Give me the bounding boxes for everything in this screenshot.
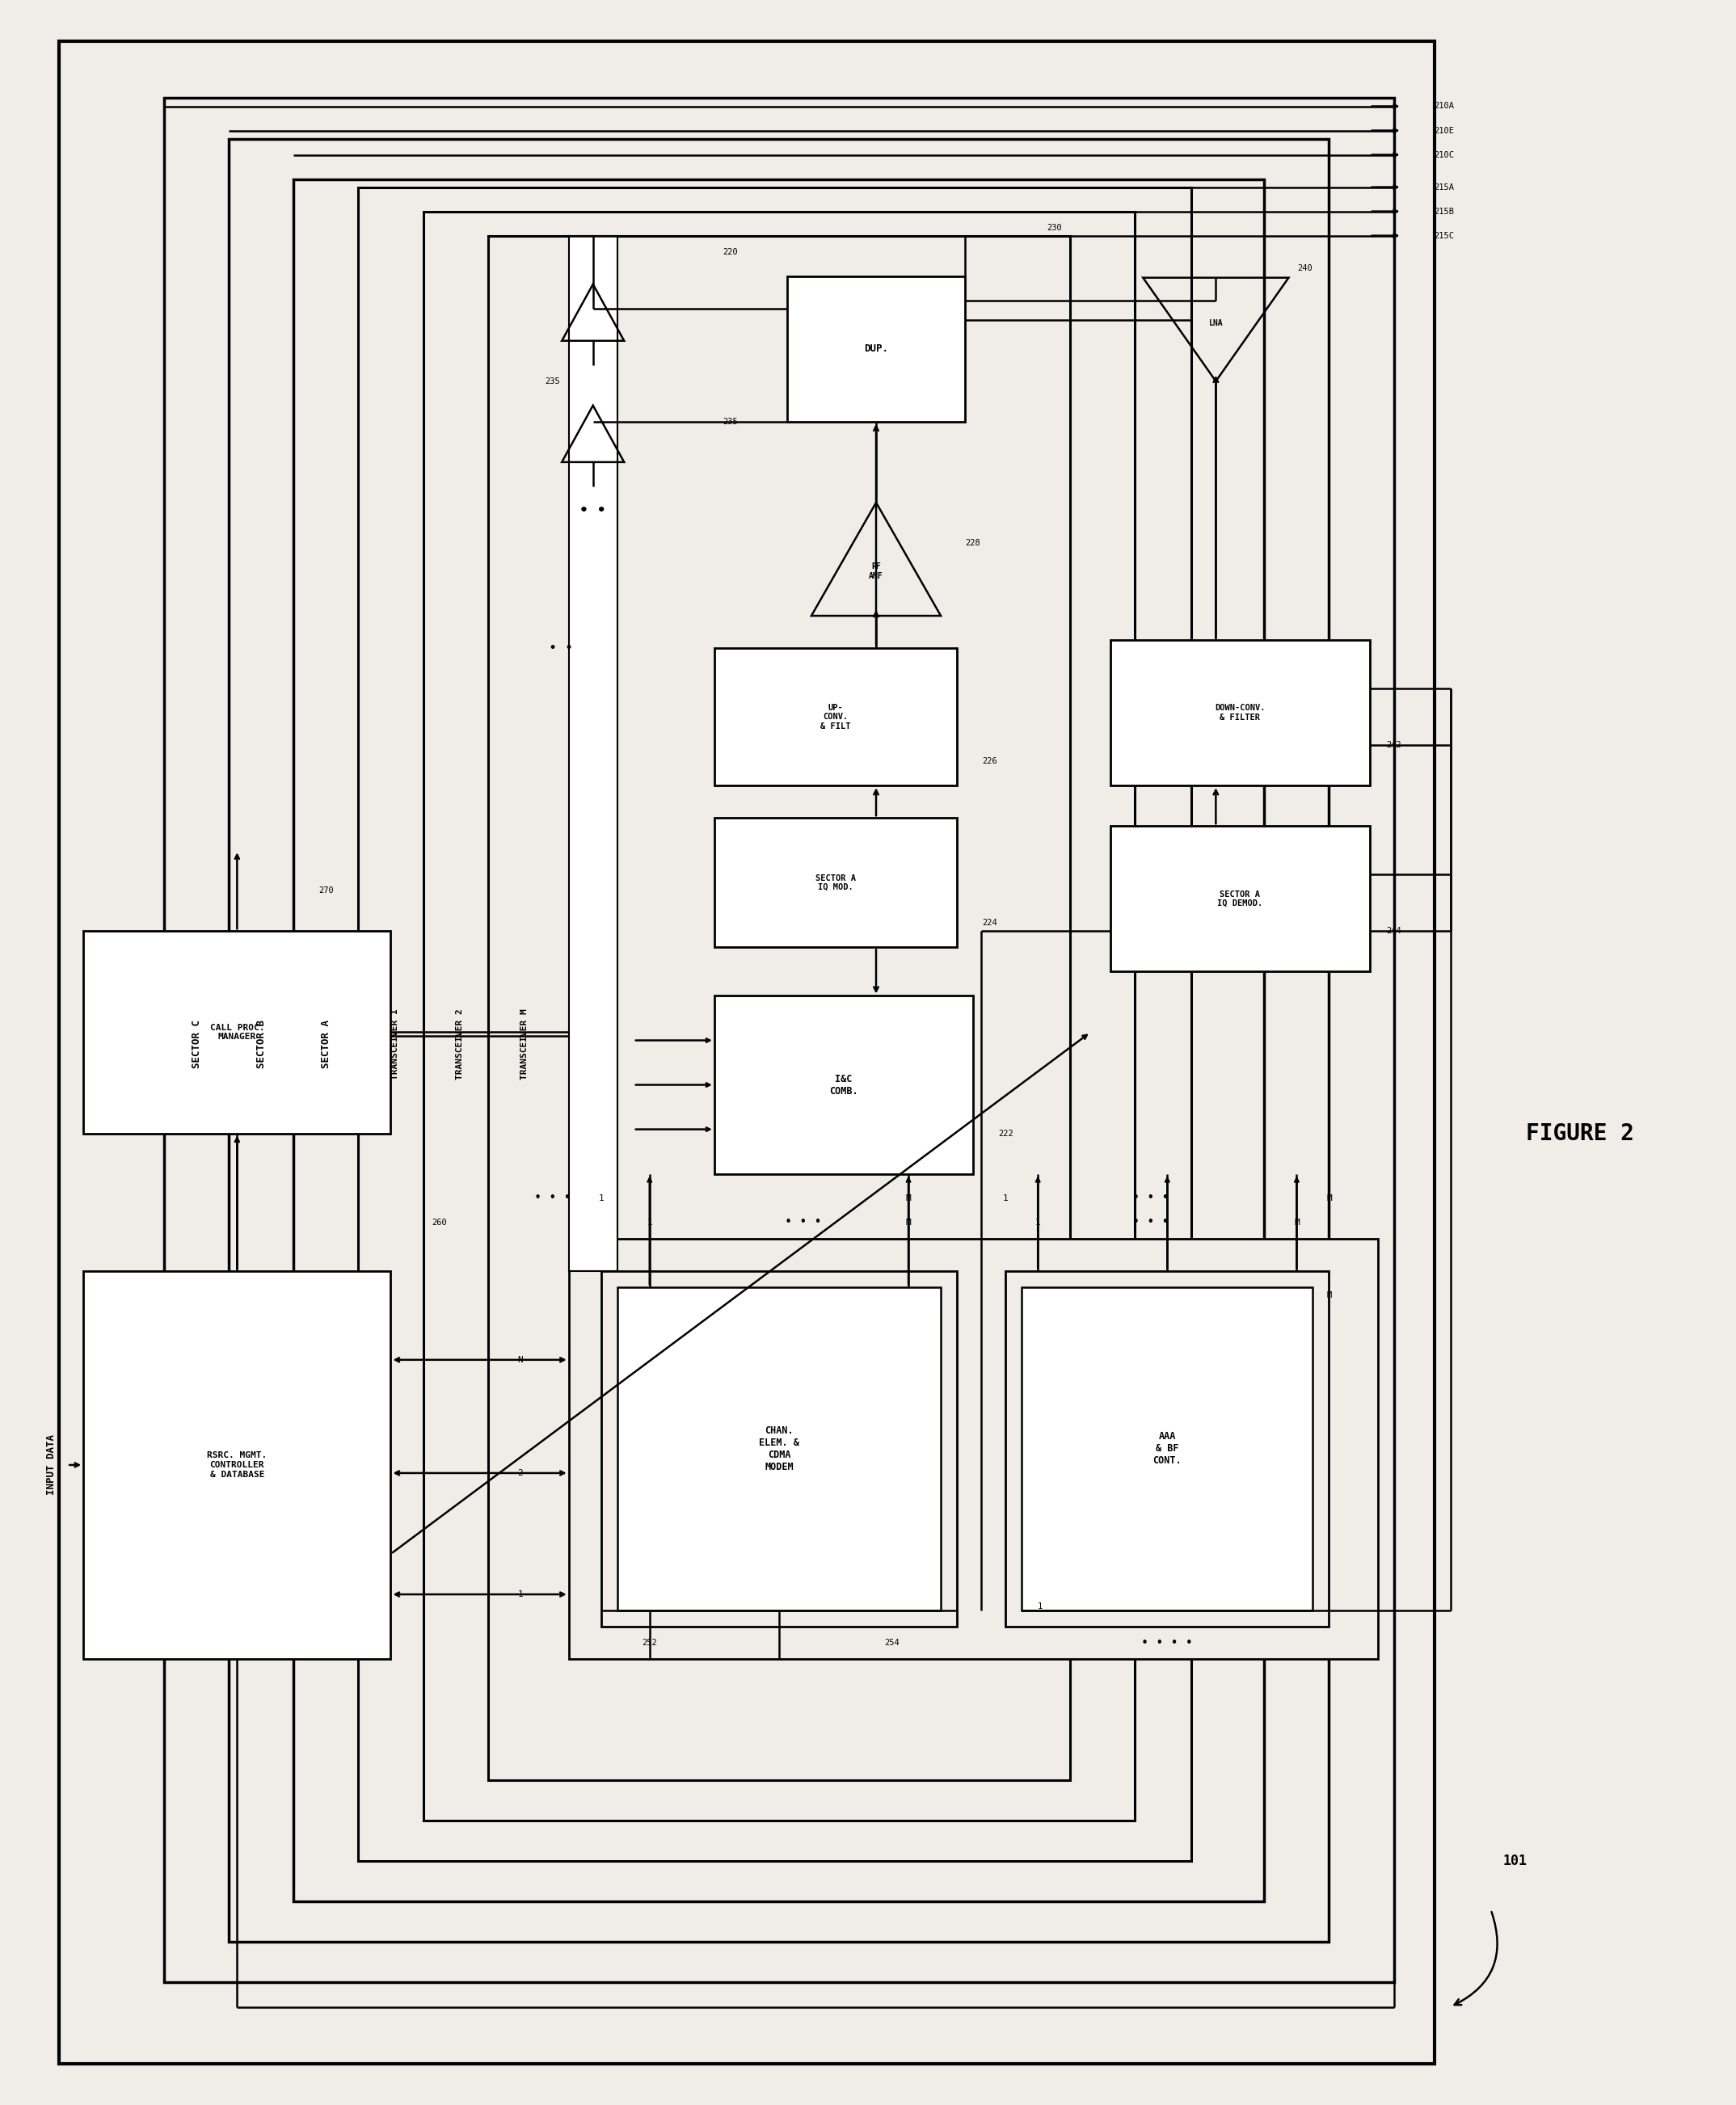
Bar bbox=[424, 210, 1135, 1821]
Bar bbox=[165, 99, 1394, 1983]
Text: 1: 1 bbox=[1038, 1602, 1043, 1610]
Text: RF
AMF: RF AMF bbox=[870, 562, 884, 581]
Text: 244: 244 bbox=[1387, 926, 1401, 935]
Text: 215A: 215A bbox=[1434, 183, 1455, 192]
Bar bbox=[569, 1238, 1378, 1659]
Text: M: M bbox=[1326, 1290, 1332, 1299]
Text: TRANSCEIVER 2: TRANSCEIVER 2 bbox=[455, 1008, 464, 1080]
Text: 228: 228 bbox=[965, 539, 981, 547]
Bar bbox=[569, 236, 618, 1271]
Bar bbox=[1111, 640, 1370, 785]
Text: 210A: 210A bbox=[1434, 103, 1455, 109]
Text: SECTOR A
IQ MOD.: SECTOR A IQ MOD. bbox=[816, 874, 856, 890]
Text: 230: 230 bbox=[1047, 223, 1062, 232]
Bar bbox=[713, 996, 974, 1175]
Text: RSRC. MGMT.
CONTROLLER
& DATABASE: RSRC. MGMT. CONTROLLER & DATABASE bbox=[207, 1452, 267, 1478]
Text: 210E: 210E bbox=[1434, 126, 1455, 135]
Text: TRANSCEIVER M: TRANSCEIVER M bbox=[521, 1008, 528, 1080]
Text: DOWN-CONV.
& FILTER: DOWN-CONV. & FILTER bbox=[1215, 703, 1266, 722]
Bar bbox=[293, 179, 1264, 1901]
Text: 220: 220 bbox=[722, 248, 738, 257]
Bar bbox=[713, 819, 957, 947]
Text: • • •: • • • bbox=[1132, 1191, 1170, 1204]
Text: M: M bbox=[906, 1194, 911, 1202]
Text: UP-
CONV.
& FILT: UP- CONV. & FILT bbox=[821, 703, 851, 730]
Bar bbox=[1111, 825, 1370, 973]
Text: 215C: 215C bbox=[1434, 232, 1455, 240]
Text: 210C: 210C bbox=[1434, 152, 1455, 158]
Text: 1: 1 bbox=[517, 1589, 523, 1598]
Text: • •: • • bbox=[549, 640, 573, 655]
Bar bbox=[229, 139, 1330, 1943]
Text: INPUT DATA: INPUT DATA bbox=[45, 1436, 56, 1495]
Text: 224: 224 bbox=[983, 920, 996, 926]
Bar bbox=[1023, 1286, 1312, 1610]
Text: DUP.: DUP. bbox=[865, 343, 889, 354]
Text: SECTOR C: SECTOR C bbox=[191, 1021, 201, 1069]
Text: 222: 222 bbox=[998, 1130, 1014, 1137]
Bar bbox=[83, 930, 391, 1132]
Bar bbox=[601, 1271, 957, 1627]
Text: 242: 242 bbox=[1387, 741, 1401, 749]
Text: 1: 1 bbox=[648, 1219, 653, 1227]
Text: 235: 235 bbox=[545, 377, 561, 385]
Text: 254: 254 bbox=[885, 1640, 899, 1646]
Text: • • •: • • • bbox=[1132, 1217, 1170, 1229]
Bar bbox=[786, 276, 965, 421]
Text: M: M bbox=[1293, 1219, 1300, 1227]
Text: 215B: 215B bbox=[1434, 208, 1455, 215]
FancyArrowPatch shape bbox=[1455, 1911, 1496, 2004]
Text: FIGURE 2: FIGURE 2 bbox=[1526, 1122, 1634, 1145]
Text: 1: 1 bbox=[1003, 1194, 1009, 1202]
Bar bbox=[59, 42, 1434, 2063]
Text: I&C
COMB.: I&C COMB. bbox=[830, 1074, 858, 1097]
Text: 260: 260 bbox=[432, 1219, 446, 1227]
Text: 226: 226 bbox=[983, 758, 996, 766]
Text: • • • •: • • • • bbox=[1142, 1638, 1193, 1648]
Text: 235: 235 bbox=[722, 417, 738, 425]
Text: LNA: LNA bbox=[1208, 320, 1222, 326]
Text: SECTOR A
IQ DEMOD.: SECTOR A IQ DEMOD. bbox=[1217, 890, 1262, 907]
Text: AAA
& BF
CONT.: AAA & BF CONT. bbox=[1153, 1431, 1182, 1467]
Text: • • •: • • • bbox=[785, 1217, 821, 1229]
Text: 270: 270 bbox=[318, 886, 333, 895]
Text: • •: • • bbox=[580, 503, 606, 518]
Text: 252: 252 bbox=[642, 1640, 658, 1646]
Text: 240: 240 bbox=[1297, 263, 1312, 272]
Bar bbox=[1005, 1271, 1330, 1627]
Text: SECTOR A: SECTOR A bbox=[321, 1021, 332, 1069]
Text: 101: 101 bbox=[1503, 1855, 1528, 1869]
Text: 1: 1 bbox=[1035, 1219, 1040, 1227]
Text: 1: 1 bbox=[599, 1194, 604, 1202]
Bar bbox=[618, 1286, 941, 1610]
Text: TRANSCEIVER 1: TRANSCEIVER 1 bbox=[391, 1008, 399, 1080]
Text: SECTOR B: SECTOR B bbox=[257, 1021, 267, 1069]
Text: N: N bbox=[517, 1356, 523, 1364]
Bar bbox=[488, 236, 1069, 1781]
Bar bbox=[83, 1271, 391, 1659]
Bar bbox=[358, 187, 1191, 1861]
Text: M: M bbox=[906, 1219, 911, 1227]
Text: • • •: • • • bbox=[535, 1191, 571, 1204]
Text: M: M bbox=[1326, 1194, 1332, 1202]
Bar bbox=[713, 648, 957, 785]
Text: CHAN.
ELEM. &
CDMA
MODEM: CHAN. ELEM. & CDMA MODEM bbox=[759, 1425, 799, 1471]
Text: 2: 2 bbox=[517, 1469, 523, 1478]
Text: CALL PROC.
MANAGER: CALL PROC. MANAGER bbox=[210, 1023, 264, 1042]
